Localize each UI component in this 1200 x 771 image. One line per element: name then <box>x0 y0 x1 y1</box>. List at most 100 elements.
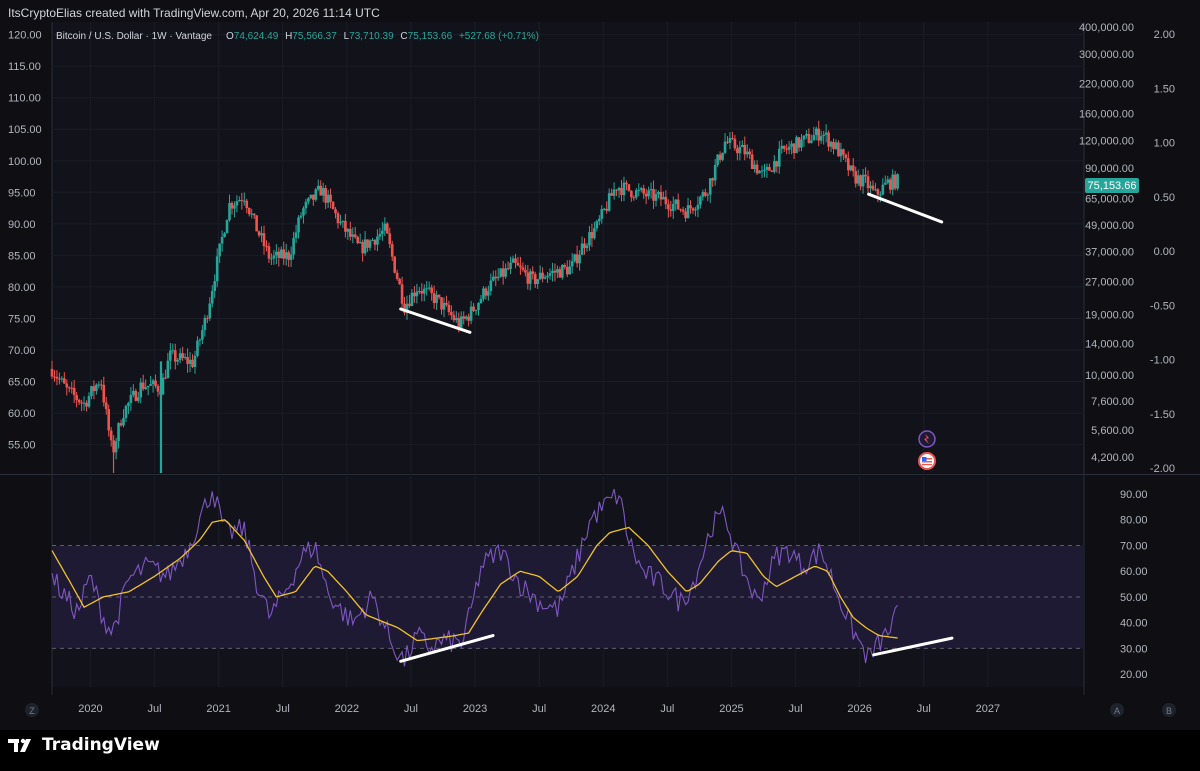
candle-body <box>228 202 231 221</box>
candle-body <box>896 174 899 189</box>
candle-body <box>551 270 554 274</box>
left-axis-tick: 120.00 <box>8 30 42 42</box>
candle-body <box>871 185 875 190</box>
candle-body <box>109 430 113 441</box>
candle-body <box>141 382 145 389</box>
candle-body <box>726 141 729 143</box>
candle-body <box>893 174 897 189</box>
secondary-scale-tick: -1.00 <box>1150 355 1175 367</box>
rsi-axis-tick: 70.00 <box>1120 540 1148 552</box>
candle-body <box>553 270 557 273</box>
candle-body <box>356 237 360 244</box>
candle-body <box>307 198 310 202</box>
candle-body <box>166 360 170 379</box>
right-price-tick: 400,000.00 <box>1079 22 1134 34</box>
ohlc-legend: Bitcoin / U.S. Dollar · 1W · Vantage O74… <box>56 31 539 42</box>
candle-body <box>851 165 855 172</box>
candle-body <box>275 251 278 256</box>
rsi-axis-tick: 60.00 <box>1120 566 1148 578</box>
time-axis-tick: 2020 <box>78 703 102 715</box>
chart-canvas[interactable]: 120.00 115.00 110.00 105.00 100.00 95.00 90.00… <box>0 0 1200 730</box>
legend-change: +527.68 (+0.71%) <box>459 31 539 42</box>
candle-body <box>711 178 715 181</box>
right-price-tick: 120,000.00 <box>1079 136 1134 148</box>
rsi-axis-tick: 20.00 <box>1120 669 1148 681</box>
candle-body <box>787 146 791 150</box>
crypto-event-icon[interactable] <box>918 430 936 448</box>
left-axis-tick: 55.00 <box>8 440 36 452</box>
left-axis-tick: 100.00 <box>8 156 42 168</box>
candle-body <box>842 149 845 155</box>
candle-body <box>198 339 202 341</box>
candle-body <box>580 243 584 255</box>
candle-body <box>745 151 749 155</box>
trendlines <box>399 192 954 663</box>
candle-body <box>546 275 549 278</box>
candle-body <box>178 353 182 360</box>
candle-body <box>558 269 562 278</box>
candle-body <box>639 188 643 190</box>
candle-body <box>459 316 463 328</box>
rsi-trendline <box>872 636 954 657</box>
time-axis-tick: 2024 <box>591 703 615 715</box>
candle-body <box>755 164 759 174</box>
header-attribution: ItsCryptoElias created with TradingView.… <box>8 6 380 20</box>
candle-body <box>504 268 507 277</box>
secondary-scale-tick: -0.50 <box>1150 300 1175 312</box>
candle-body <box>881 184 885 195</box>
candle-body <box>869 185 872 189</box>
candle-body <box>284 252 288 259</box>
candle-body <box>607 193 611 211</box>
candle-body <box>543 277 547 279</box>
right-price-tick: 300,000.00 <box>1079 49 1134 61</box>
time-axis-tick: 2022 <box>335 703 359 715</box>
us-flag-icon[interactable] <box>918 452 936 470</box>
candle-body <box>652 189 655 201</box>
candle-body <box>156 385 160 392</box>
candle-body <box>87 396 91 407</box>
timezone-button[interactable]: Z <box>25 703 39 717</box>
right-price-tick: 49,000.00 <box>1085 220 1134 232</box>
candle-body <box>713 164 717 181</box>
candle-body <box>891 174 894 190</box>
rsi-grid <box>52 476 1084 687</box>
candle-body <box>501 268 505 277</box>
candle-body <box>649 189 653 191</box>
candle-body <box>60 378 64 380</box>
auto-scale-button[interactable]: A <box>1110 703 1124 717</box>
right-price-tick: 65,000.00 <box>1085 193 1134 205</box>
candle-body <box>482 288 485 299</box>
candle-body <box>188 359 192 364</box>
candle-body <box>413 292 416 297</box>
candle-body <box>469 306 473 321</box>
candle-body <box>758 170 761 174</box>
candle-body <box>519 265 522 268</box>
candle-body <box>240 200 244 202</box>
price-pane[interactable] <box>52 22 1084 473</box>
tradingview-logo[interactable]: TradingView <box>8 735 160 755</box>
candle-body <box>632 197 636 199</box>
candle-body <box>119 423 123 426</box>
candle-body <box>358 241 362 244</box>
candle-body <box>151 380 155 385</box>
candle-body <box>351 234 355 237</box>
candle-body <box>832 141 835 149</box>
candle-body <box>136 397 140 401</box>
candle-body <box>213 281 217 291</box>
candle-body <box>708 178 712 195</box>
candle-body <box>568 266 572 275</box>
candle-body <box>538 272 542 280</box>
right-price-tick: 5,600.00 <box>1091 425 1134 437</box>
candle-body <box>238 200 241 202</box>
candle-body <box>696 204 700 210</box>
candle-body <box>684 211 687 219</box>
candle-body <box>203 317 207 331</box>
candle-body <box>620 187 623 196</box>
candle-body <box>245 200 249 209</box>
candle-body <box>242 200 246 202</box>
candle-body <box>790 143 793 147</box>
candle-body <box>114 441 118 453</box>
candle-body <box>671 203 675 211</box>
log-scale-button[interactable]: B <box>1162 703 1176 717</box>
time-axis-tick: 2027 <box>976 703 1000 715</box>
